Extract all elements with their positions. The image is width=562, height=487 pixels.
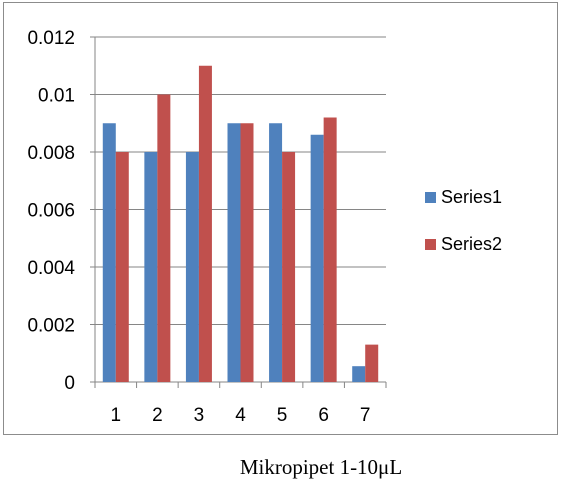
y-tick-label: 0.004 (27, 258, 75, 279)
y-tick-label: 0.012 (27, 28, 75, 49)
bar-series1-2 (144, 152, 158, 382)
bar-series1-7 (352, 366, 366, 382)
bar-series1-3 (185, 152, 199, 382)
bar-series2-3 (198, 65, 212, 382)
legend-label-series2: Series2 (441, 234, 502, 254)
bar-series2-7 (365, 344, 379, 382)
bar-series2-2 (157, 94, 171, 382)
bar-series2-1 (115, 152, 129, 382)
x-tick-label: 1 (110, 405, 121, 426)
y-tick-label: 0 (64, 373, 75, 394)
bar-series1-6 (310, 134, 324, 382)
y-tick-label: 0.006 (27, 201, 75, 222)
x-tick-label: 5 (277, 405, 288, 426)
x-tick-label: 7 (360, 405, 371, 426)
x-tick-label: 2 (152, 405, 163, 426)
x-tick-label: 6 (318, 405, 329, 426)
bar-series1-5 (269, 123, 283, 382)
x-tick-label: 4 (235, 405, 246, 426)
y-tick-label: 0.008 (27, 143, 75, 164)
y-tick-label: 0.002 (27, 316, 75, 337)
bar-series2-4 (240, 123, 254, 382)
legend-label-series1: Series1 (441, 187, 502, 207)
legend-swatch-series2 (425, 239, 436, 250)
legend-swatch-series1 (425, 192, 436, 203)
bar-series2-6 (323, 117, 337, 382)
bar-series1-4 (227, 123, 241, 382)
bar-series2-5 (282, 152, 296, 382)
chart-caption: Mikropipet 1-10μL (239, 455, 403, 479)
x-tick-label: 3 (194, 405, 205, 426)
bar-chart: 0 0.002 0.004 0.006 0.008 0.01 0.012 1 2 3 4 5 6 7 Ser… (27, 28, 502, 426)
y-tick-label: 0.01 (38, 86, 75, 107)
bar-series1-1 (102, 123, 116, 382)
